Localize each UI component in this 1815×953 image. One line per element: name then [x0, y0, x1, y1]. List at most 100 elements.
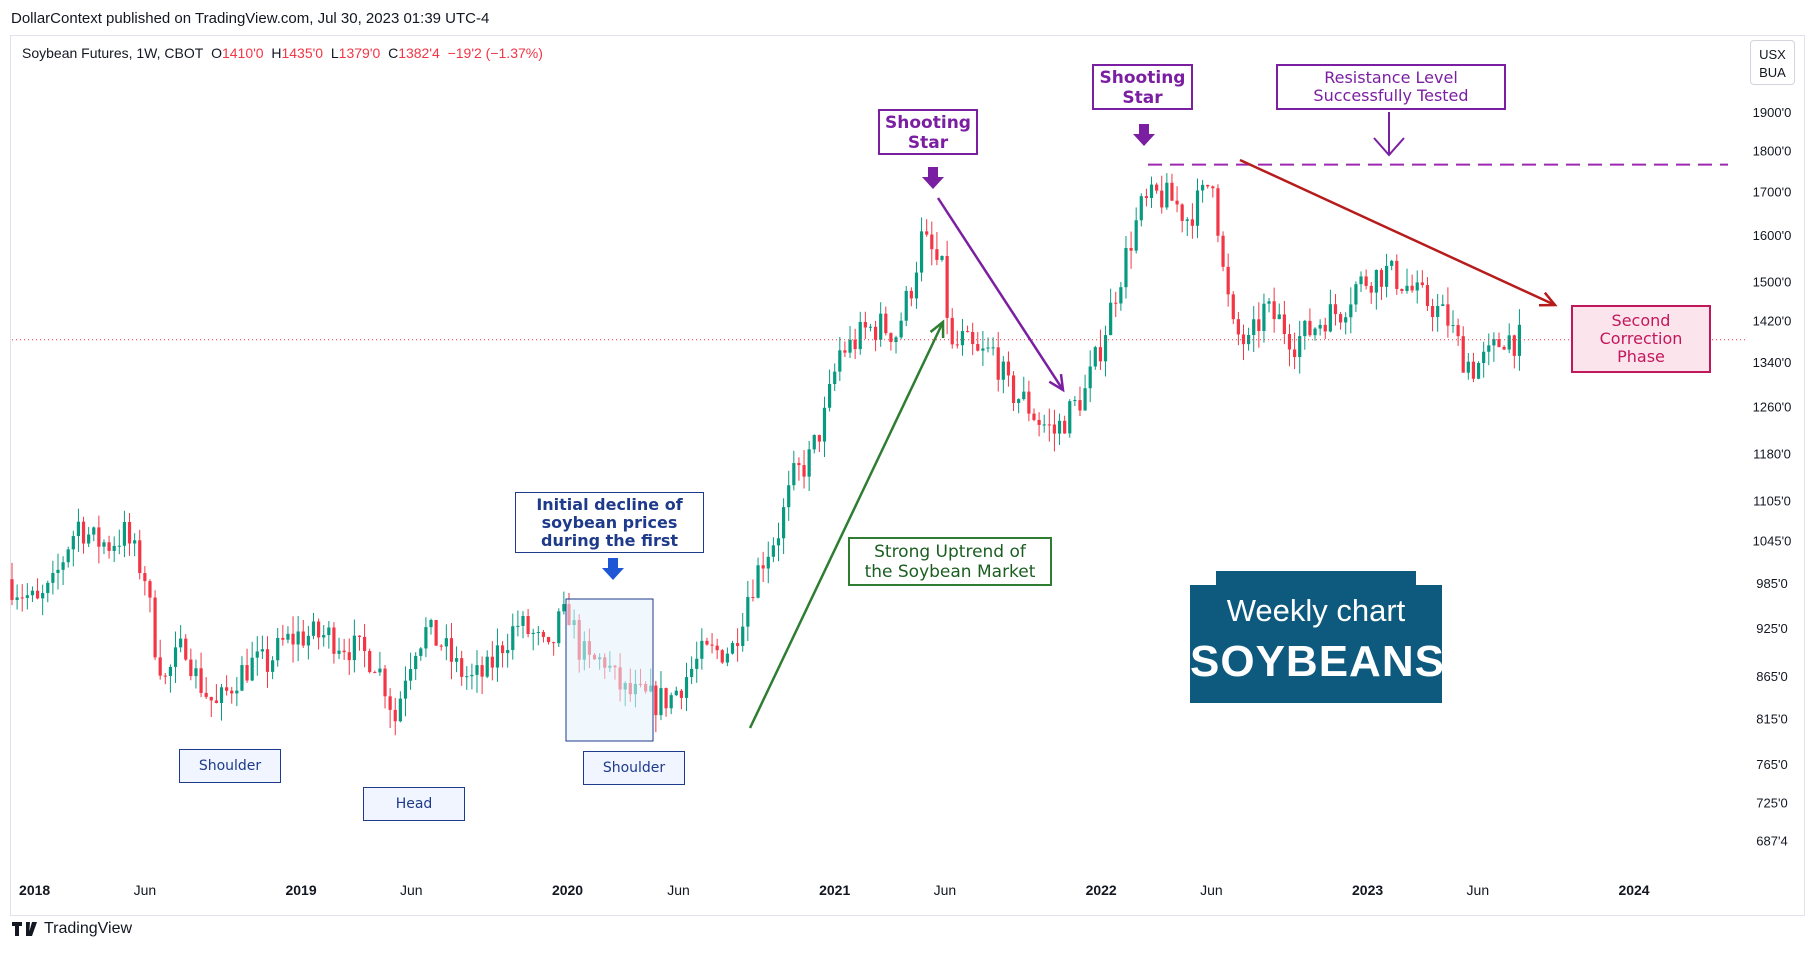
candle-body: [1042, 424, 1046, 426]
candle-body: [81, 521, 86, 544]
candle-body: [388, 696, 392, 710]
candle-body: [1328, 304, 1332, 332]
candle-body: [1073, 400, 1077, 402]
chart-frame: [10, 35, 1805, 916]
candle-body: [756, 565, 760, 598]
candle-body: [184, 638, 188, 660]
candle-body: [1144, 196, 1149, 199]
currency-unit-button[interactable]: USX BUA: [1750, 40, 1795, 85]
badge-line1: Weekly chart: [1226, 593, 1406, 628]
candle-body: [41, 592, 45, 599]
candle-body: [1257, 319, 1261, 331]
y-tick-label: 1600'0: [1753, 228, 1792, 243]
candle-body: [817, 435, 821, 442]
candle-body: [531, 632, 535, 634]
candle-body: [316, 621, 321, 638]
candle-body: [1037, 419, 1041, 425]
candle-body: [761, 565, 765, 569]
candle-body: [822, 407, 827, 442]
candle-body: [138, 540, 142, 574]
candle-body: [352, 635, 356, 661]
candle-body: [516, 625, 520, 627]
candle-body: [66, 549, 70, 563]
y-tick-label: 1900'0: [1753, 105, 1792, 120]
head-label: Head: [363, 787, 465, 821]
tradingview-footer[interactable]: TradingView: [12, 920, 132, 938]
currency-line1: USX: [1759, 47, 1786, 62]
candle-body: [526, 616, 530, 634]
candle-body: [122, 522, 127, 546]
candle-body: [1211, 186, 1215, 189]
candle-body: [873, 326, 878, 340]
candle-body: [296, 631, 300, 645]
y-tick-label: 865'0: [1756, 669, 1787, 684]
candle-body: [552, 642, 556, 644]
candle-body: [1318, 324, 1322, 329]
candle-body: [807, 449, 811, 477]
candle-body: [56, 569, 60, 574]
price-axis: 1900'0 1800'0 1700'0 1600'0 1500'0 1420'0 1340…: [1753, 105, 1792, 849]
x-tick-label: 2024: [1618, 882, 1649, 898]
candle-body: [465, 676, 469, 678]
candle-body: [1180, 204, 1184, 221]
candle-body: [1287, 334, 1292, 350]
candle-body: [260, 649, 264, 652]
candle-body: [1451, 325, 1455, 327]
candle-body: [158, 657, 162, 676]
candle-body: [1114, 302, 1118, 304]
candle-body: [460, 658, 464, 677]
candle-body: [1298, 336, 1302, 358]
candle-body: [1333, 304, 1338, 315]
candle-body: [1195, 190, 1200, 226]
candle-body: [1119, 287, 1123, 304]
candle-body: [1379, 269, 1384, 287]
candle-body: [1369, 285, 1373, 293]
badge-line2: SOYBEANS: [1190, 637, 1445, 686]
candle-body: [695, 658, 699, 669]
candle-body: [965, 331, 970, 333]
candle-body: [403, 680, 408, 699]
candle-body: [684, 677, 689, 698]
candle-body: [87, 534, 91, 544]
y-tick-label: 765'0: [1756, 757, 1787, 772]
candle-body: [240, 665, 244, 691]
y-tick-label: 725'0: [1756, 796, 1787, 811]
candle-body: [199, 668, 203, 693]
candle-body: [1017, 399, 1021, 403]
candle-body: [61, 562, 65, 570]
y-tick-label: 1180'0: [1753, 446, 1791, 461]
candle-body: [1415, 282, 1419, 291]
candle-body: [1068, 401, 1072, 434]
candle-body: [1507, 335, 1511, 350]
candle-body: [863, 321, 867, 328]
shooting-star-arrow-2: [1133, 124, 1155, 146]
candle-body: [97, 527, 101, 547]
candle-body: [424, 627, 428, 649]
candle-body: [1170, 182, 1174, 201]
candle-body: [398, 698, 402, 722]
candle-body: [1476, 363, 1481, 379]
candle-body: [955, 344, 959, 346]
candle-body: [214, 700, 218, 703]
candle-body: [1502, 346, 1506, 350]
candle-body: [1098, 347, 1103, 362]
candle-body: [46, 582, 50, 593]
candle-body: [153, 597, 157, 658]
candle-body: [1006, 361, 1011, 376]
candle-body: [1466, 361, 1470, 373]
candle-body: [1267, 301, 1271, 304]
candle-body: [225, 687, 229, 691]
candle-body: [843, 350, 847, 353]
right-shoulder-highlight: [565, 598, 654, 742]
candle-body: [1032, 413, 1036, 420]
candle-body: [1303, 320, 1307, 337]
candle-body: [1201, 184, 1205, 191]
candle-body: [322, 635, 326, 638]
candle-body: [1405, 285, 1409, 291]
candle-body: [281, 637, 285, 640]
tradingview-brand: TradingView: [44, 920, 133, 937]
candle-body: [659, 688, 663, 716]
candle-body: [838, 350, 842, 372]
candle-body: [1165, 182, 1169, 208]
